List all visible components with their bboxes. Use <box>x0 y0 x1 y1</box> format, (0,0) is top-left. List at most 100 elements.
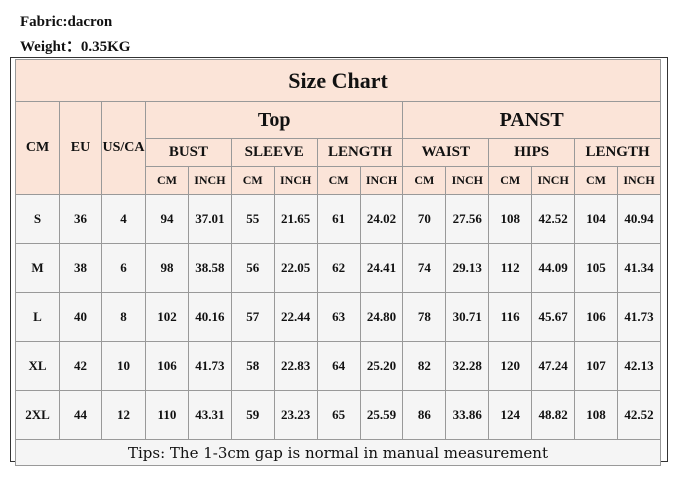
cell: 64 <box>316 341 361 391</box>
cell: 10 <box>101 341 146 391</box>
unit-header: INCH <box>359 166 404 195</box>
cell: 74 <box>402 243 447 293</box>
cell: 70 <box>402 194 447 244</box>
cell: 4 <box>101 194 146 244</box>
cell: 22.44 <box>273 292 318 342</box>
cell: 43.31 <box>187 390 232 440</box>
cell: 42.52 <box>616 390 662 440</box>
cell: 116 <box>488 292 533 342</box>
row: S 36 4 94 37.01 55 21.65 61 24.02 70 27.56 108 42.52… <box>15 194 662 244</box>
cell: 104 <box>574 194 618 244</box>
row: XL 42 10 106 41.73 58 22.83 64 25.20 82 32.28 120 47… <box>15 341 662 391</box>
cell: 105 <box>574 243 618 293</box>
unit-header: CM <box>402 166 447 195</box>
cell: 63 <box>316 292 361 342</box>
cell: 107 <box>574 341 618 391</box>
cell: 106 <box>574 292 618 342</box>
group-header: Top <box>144 101 404 139</box>
tips: Tips: The 1-3cm gap is normal in manual … <box>15 439 661 466</box>
size-table: Size Chart CM EU US/CA Top PANST BUST SLEEVE LEN… <box>15 59 662 466</box>
cell: 40.16 <box>187 292 232 342</box>
cell: 45.67 <box>531 292 576 342</box>
cell: 65 <box>316 390 361 440</box>
cell: 47.24 <box>531 341 576 391</box>
cell: 24.41 <box>359 243 404 293</box>
cell: 82 <box>402 341 447 391</box>
unit-header: CM <box>145 166 189 195</box>
unit-header: INCH <box>531 166 576 195</box>
column-header: EU <box>59 101 102 195</box>
cell: 61 <box>316 194 361 244</box>
cell: 30.71 <box>445 292 490 342</box>
unit-header: CM <box>574 166 618 195</box>
row: M 38 6 98 38.58 56 22.05 62 24.41 74 29.13 112 44.09… <box>15 243 662 293</box>
cell: 110 <box>145 390 189 440</box>
cell: 27.56 <box>445 194 490 244</box>
measure-header: SLEEVE <box>230 138 318 167</box>
cell: 6 <box>101 243 146 293</box>
row: 2XL 44 12 110 43.31 59 23.23 65 25.59 86 33.86 124 4… <box>15 390 662 440</box>
cell: 59 <box>230 390 275 440</box>
measure-header: HIPS <box>488 138 576 167</box>
row: L 40 8 102 40.16 57 22.44 63 24.80 78 30.71 116 45.6… <box>15 292 662 342</box>
cell: 37.01 <box>187 194 232 244</box>
cell: 94 <box>145 194 189 244</box>
cell: 78 <box>402 292 447 342</box>
cell: 86 <box>402 390 447 440</box>
cell: S <box>15 194 60 244</box>
unit-header: CM <box>316 166 361 195</box>
cell: 42 <box>59 341 102 391</box>
cell: 21.65 <box>273 194 318 244</box>
unit-header: INCH <box>616 166 662 195</box>
cell: 2XL <box>15 390 60 440</box>
cell: 48.82 <box>531 390 576 440</box>
cell: L <box>15 292 60 342</box>
group-header: PANST <box>402 101 661 139</box>
measure-header: WAIST <box>402 138 490 167</box>
measure-header: LENGTH <box>316 138 404 167</box>
unit-header: INCH <box>273 166 318 195</box>
cell: 41.73 <box>616 292 662 342</box>
cell: 38.58 <box>187 243 232 293</box>
column-header: CM <box>15 101 60 195</box>
cell: 24.02 <box>359 194 404 244</box>
cell: 102 <box>145 292 189 342</box>
unit-header: CM <box>488 166 533 195</box>
cell: 42.13 <box>616 341 662 391</box>
cell: 24.80 <box>359 292 404 342</box>
cell: 12 <box>101 390 146 440</box>
cell: 56 <box>230 243 275 293</box>
cell: 22.83 <box>273 341 318 391</box>
cell: 58 <box>230 341 275 391</box>
fabric: Fabric:dacron <box>20 14 113 30</box>
cell: 55 <box>230 194 275 244</box>
row: CM EU US/CA Top PANST <box>15 101 661 195</box>
row: Tips: The 1-3cm gap is normal in manual … <box>15 439 661 466</box>
cell: 25.20 <box>359 341 404 391</box>
cell: 41.34 <box>616 243 662 293</box>
cell: 8 <box>101 292 146 342</box>
cell: 23.23 <box>273 390 318 440</box>
cell: XL <box>15 341 60 391</box>
cell: 108 <box>574 390 618 440</box>
column-header: US/CA <box>101 101 146 195</box>
cell: 40.94 <box>616 194 662 244</box>
cell: 57 <box>230 292 275 342</box>
cell: 120 <box>488 341 533 391</box>
row: CM INCH CM INCH CM INCH CM INCH CM INCH CM INCH <box>16 166 662 195</box>
cell: 36 <box>59 194 102 244</box>
cell: 98 <box>145 243 189 293</box>
cell: 40 <box>59 292 102 342</box>
weight: Weight：0.35KG <box>20 39 131 55</box>
cell: M <box>15 243 60 293</box>
cell: 124 <box>488 390 533 440</box>
cell: 108 <box>488 194 533 244</box>
cell: 33.86 <box>445 390 490 440</box>
unit-header: INCH <box>187 166 232 195</box>
cell: 62 <box>316 243 361 293</box>
row: BUST SLEEVE LENGTH WAIST HIPS LENGTH <box>16 138 661 167</box>
unit-header: CM <box>230 166 275 195</box>
cell: 44 <box>59 390 102 440</box>
cell: 25.59 <box>359 390 404 440</box>
